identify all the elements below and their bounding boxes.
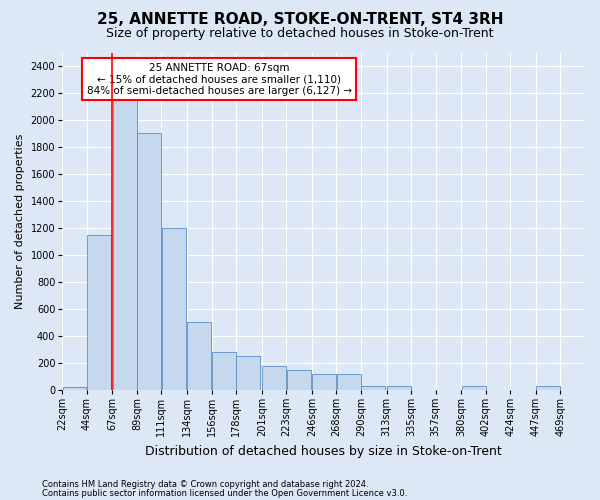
Text: 25 ANNETTE ROAD: 67sqm
← 15% of detached houses are smaller (1,110)
84% of semi-: 25 ANNETTE ROAD: 67sqm ← 15% of detached… bbox=[86, 62, 352, 96]
Bar bbox=[312, 374, 336, 390]
Text: 25, ANNETTE ROAD, STOKE-ON-TRENT, ST4 3RH: 25, ANNETTE ROAD, STOKE-ON-TRENT, ST4 3R… bbox=[97, 12, 503, 28]
Bar bbox=[162, 228, 185, 390]
Text: Contains HM Land Registry data © Crown copyright and database right 2024.: Contains HM Land Registry data © Crown c… bbox=[42, 480, 368, 489]
Bar bbox=[337, 374, 361, 390]
Bar bbox=[461, 386, 485, 390]
Bar bbox=[536, 386, 560, 390]
Bar bbox=[137, 134, 161, 390]
Bar bbox=[113, 93, 137, 390]
Bar bbox=[387, 386, 411, 390]
Text: Size of property relative to detached houses in Stoke-on-Trent: Size of property relative to detached ho… bbox=[106, 28, 494, 40]
Bar bbox=[236, 356, 260, 390]
Text: Contains public sector information licensed under the Open Government Licence v3: Contains public sector information licen… bbox=[42, 488, 407, 498]
Bar bbox=[62, 387, 86, 390]
Y-axis label: Number of detached properties: Number of detached properties bbox=[15, 134, 25, 309]
Bar bbox=[212, 352, 236, 390]
Bar bbox=[361, 386, 385, 390]
Bar bbox=[287, 370, 311, 390]
Bar bbox=[87, 234, 111, 390]
X-axis label: Distribution of detached houses by size in Stoke-on-Trent: Distribution of detached houses by size … bbox=[145, 444, 502, 458]
Bar bbox=[262, 366, 286, 390]
Bar bbox=[187, 322, 211, 390]
